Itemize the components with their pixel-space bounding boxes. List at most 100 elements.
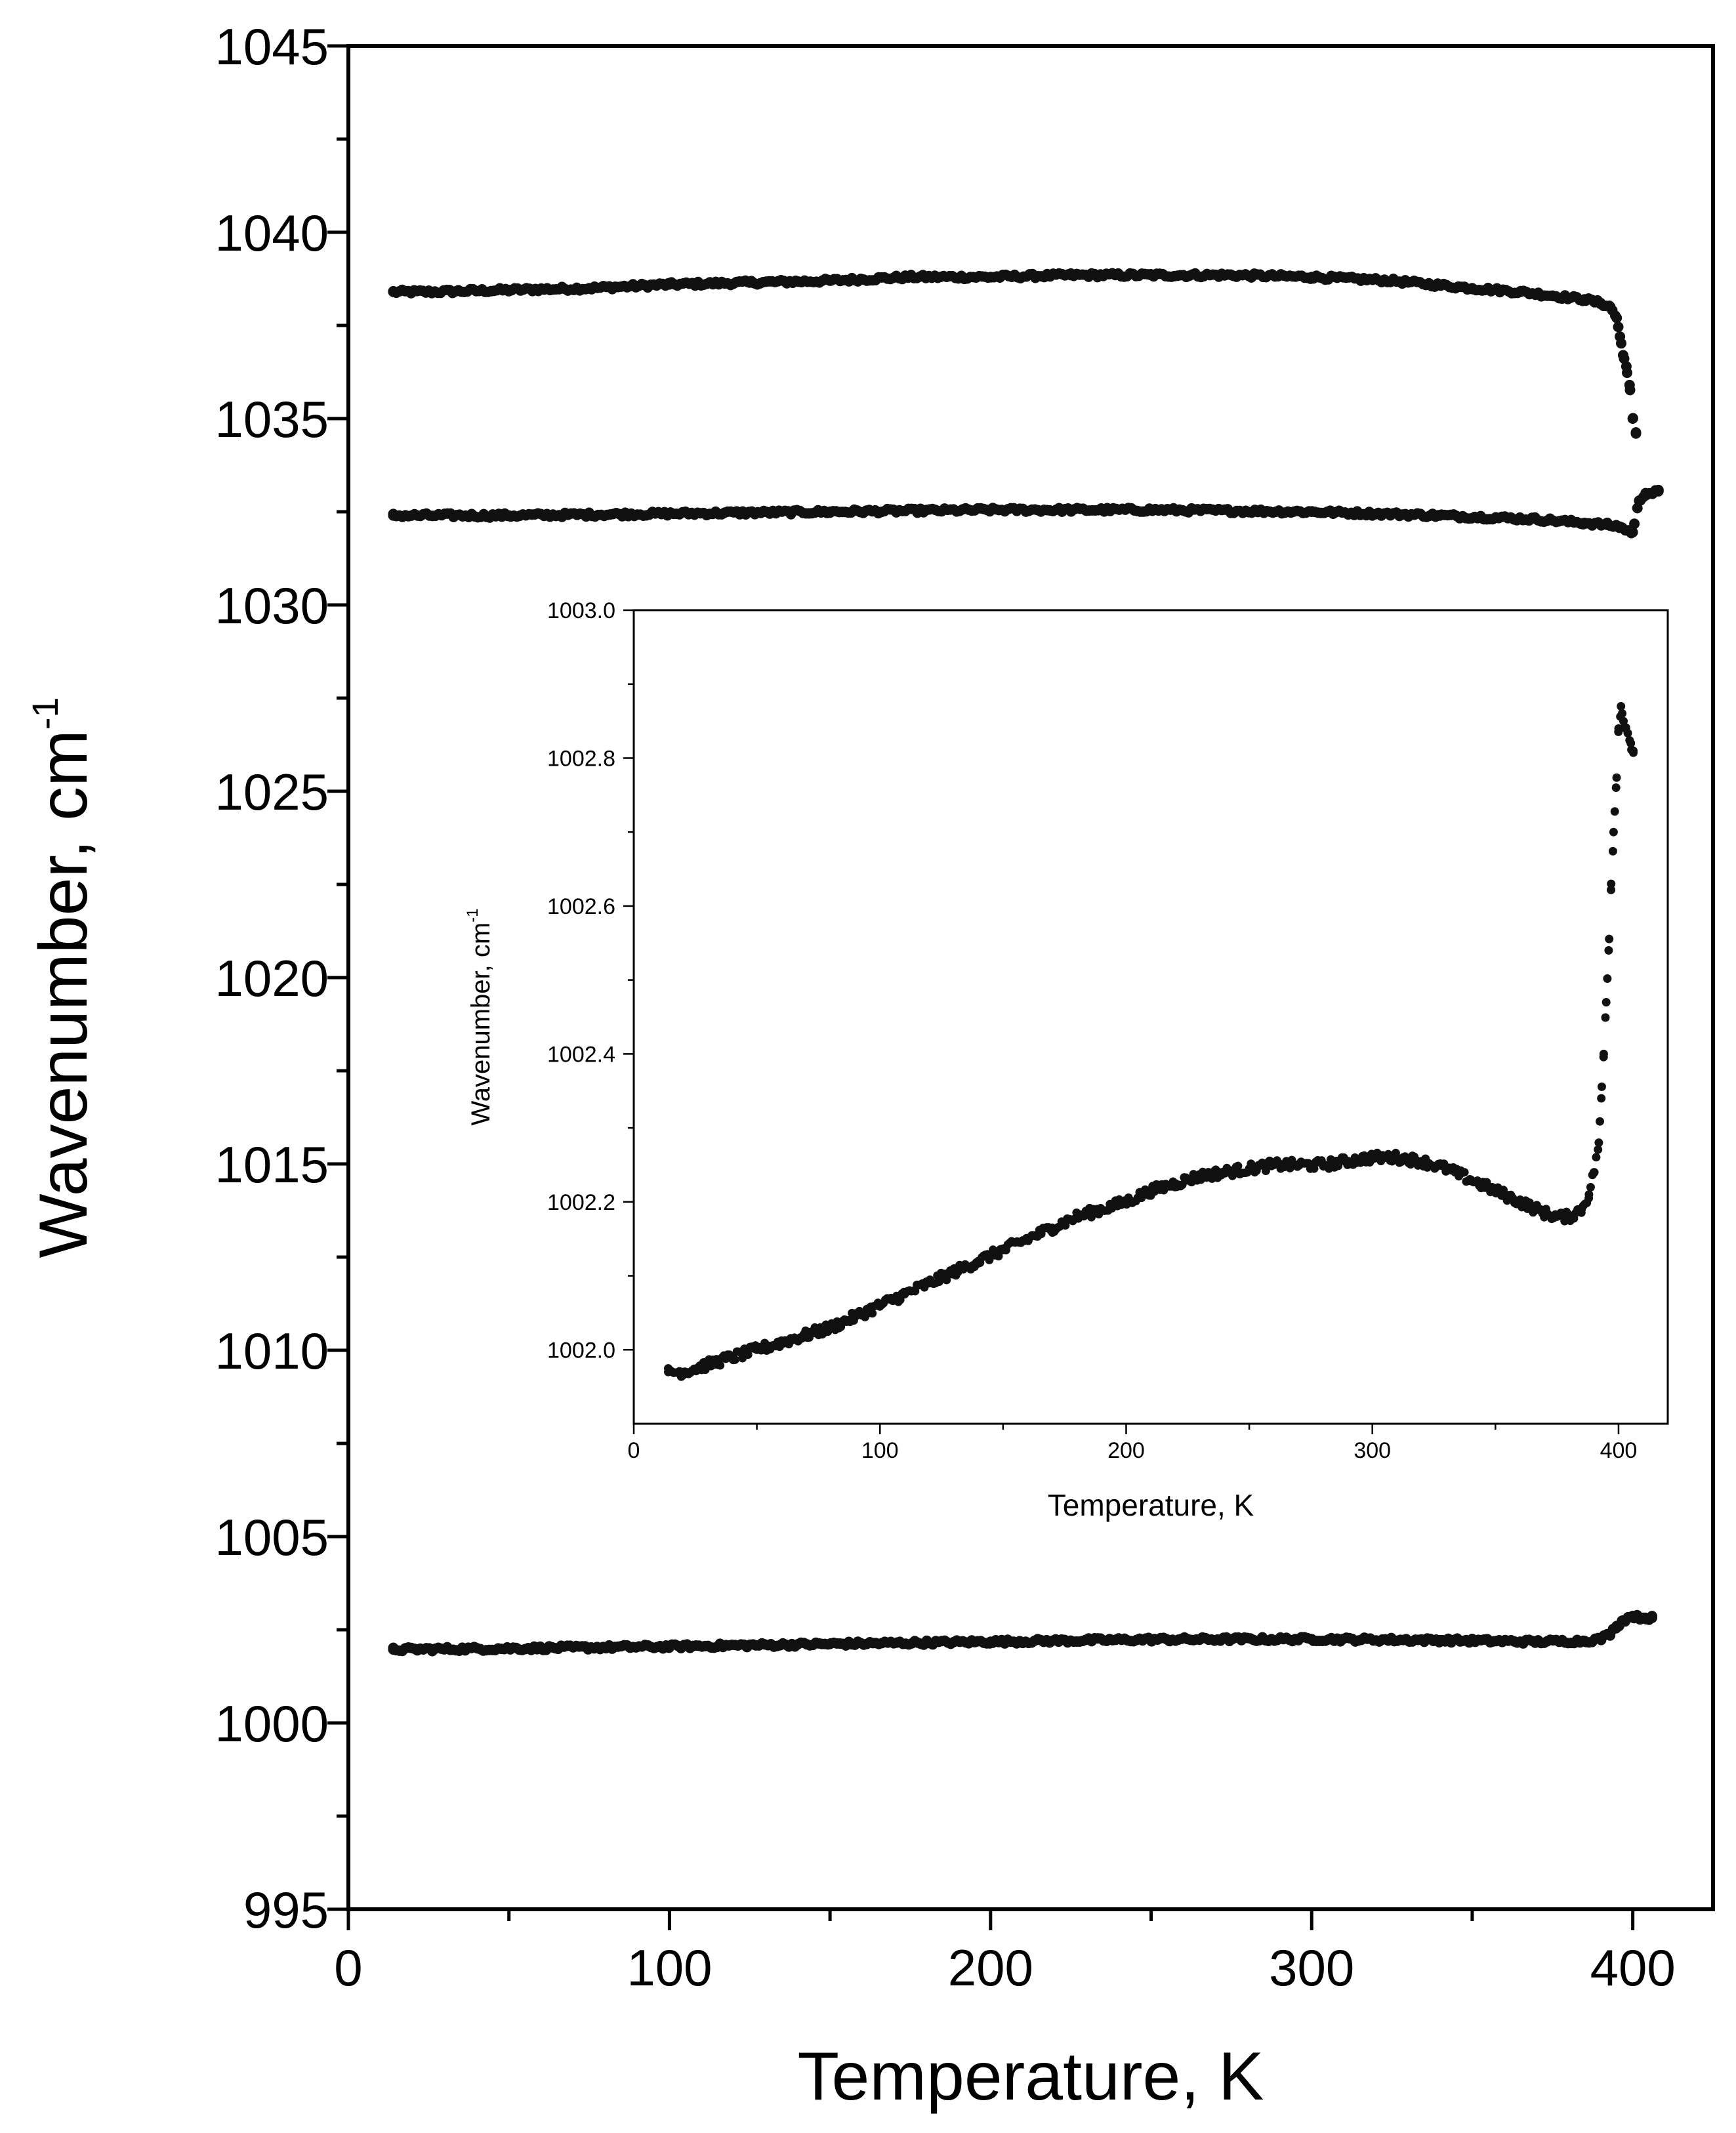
inset-plot: 0 100 200 300 400 1002.01002.21002.41002.610…: [464, 598, 1669, 1522]
data-point: [900, 1290, 909, 1299]
data-point: [1627, 527, 1638, 538]
data-point: [1466, 1175, 1476, 1184]
data-point: [1629, 746, 1638, 755]
data-point: [503, 1643, 514, 1654]
data-point: [1023, 1234, 1032, 1243]
data-point: [1294, 1161, 1303, 1169]
data-point: [743, 1350, 753, 1359]
inset-data-points: [664, 702, 1638, 1381]
data-point: [777, 1338, 786, 1347]
data-point: [1552, 1212, 1561, 1221]
data-point: [802, 1331, 811, 1340]
data-point: [1605, 301, 1616, 312]
y-tick-label: 1002.4: [547, 1043, 615, 1067]
main-y-axis-ticks: 995 1000 1005 1010 1015 1020 1025 1030 1035 1040 1…: [215, 18, 348, 1939]
data-point: [1615, 331, 1626, 342]
y-tick-label: 1005: [215, 1508, 329, 1566]
inset-y-axis-title: Wavenumber, cm-1: [464, 908, 495, 1125]
data-point: [1627, 413, 1638, 424]
data-point: [664, 1641, 675, 1652]
y-tick-label: 1002.6: [547, 894, 615, 919]
y-tick-label: 1002.2: [547, 1190, 615, 1215]
data-point: [905, 272, 916, 283]
data-point: [1634, 495, 1645, 506]
data-point: [1220, 1168, 1230, 1177]
x-tick-label: 200: [1107, 1438, 1145, 1463]
data-point: [423, 286, 434, 297]
data-point: [388, 510, 399, 521]
data-point: [942, 1275, 951, 1285]
data-point: [825, 1638, 836, 1649]
data-point: [1614, 724, 1623, 733]
inset-x-axis-ticks: 0 100 200 300 400: [628, 1424, 1637, 1463]
inset-y-axis-title-text: Wavenumber, cm: [466, 922, 495, 1126]
data-point: [1417, 1157, 1426, 1166]
data-point: [1605, 934, 1614, 943]
inset-plot-background: [634, 610, 1668, 1424]
main-y-axis-title: Wavenumber, cm-1: [24, 697, 102, 1258]
data-point: [1146, 1634, 1157, 1645]
data-point: [1595, 1634, 1606, 1645]
x-tick-label: 400: [1590, 1939, 1676, 1997]
y-tick-label: 1045: [215, 18, 329, 75]
data-point: [1618, 350, 1628, 361]
data-point: [1540, 1209, 1549, 1218]
inset-y-axis-title-superscript: -1: [464, 908, 482, 922]
data-point: [1306, 272, 1317, 283]
data-point: [868, 1309, 877, 1318]
x-tick-label: 100: [861, 1438, 899, 1463]
data-point: [1368, 1153, 1377, 1162]
data-point: [1594, 1138, 1603, 1148]
y-tick-label: 1003.0: [547, 598, 615, 623]
data-point: [1608, 846, 1617, 856]
data-point: [1270, 1161, 1279, 1169]
y-tick-label: 1002.0: [547, 1338, 615, 1363]
y-tick-label: 1025: [215, 763, 329, 821]
data-point: [1647, 1612, 1657, 1623]
data-point: [1584, 1190, 1594, 1199]
y-tick-label: 1000: [215, 1695, 329, 1752]
data-point: [1499, 1186, 1508, 1195]
x-tick-label: 0: [334, 1939, 362, 1997]
data-point: [1604, 946, 1613, 955]
data-point: [1607, 879, 1616, 888]
data-point: [664, 508, 675, 519]
data-point: [1261, 1167, 1270, 1175]
data-point: [994, 1252, 1003, 1261]
data-point: [1171, 1179, 1180, 1188]
data-point: [1609, 827, 1618, 837]
inset-y-axis-ticks: 1002.0 1002.2 1002.4 1002.6 1002.8 1003.0: [547, 598, 634, 1363]
data-point: [1233, 1161, 1243, 1170]
main-x-axis-title: Temperature, K: [798, 2039, 1264, 2115]
data-point: [503, 285, 514, 295]
x-tick-label: 300: [1354, 1438, 1391, 1463]
data-point: [1460, 1168, 1469, 1177]
y-tick-label: 1020: [215, 949, 329, 1007]
data-point: [851, 1312, 860, 1321]
y-tick-label: 995: [243, 1881, 329, 1939]
data-point: [744, 277, 755, 288]
data-point: [1579, 1636, 1590, 1646]
data-point: [1146, 505, 1157, 516]
data-point: [1547, 290, 1558, 301]
data-point: [1386, 275, 1397, 286]
y-tick-label: 1030: [215, 577, 329, 634]
data-point: [1617, 702, 1626, 711]
data-point: [1531, 1636, 1542, 1647]
data-point: [1466, 283, 1478, 294]
data-point: [1531, 514, 1542, 525]
main-y-axis-title-superscript: -1: [24, 697, 66, 730]
data-point: [1610, 807, 1619, 816]
data-point: [1579, 518, 1590, 528]
data-point: [1435, 510, 1445, 521]
data-point: [1122, 1197, 1130, 1207]
y-tick-label: 1002.8: [547, 747, 615, 772]
data-point: [1626, 739, 1636, 748]
data-point: [1597, 1082, 1606, 1091]
data-point: [924, 1279, 934, 1288]
data-point: [1565, 1212, 1574, 1221]
data-point: [1595, 297, 1606, 308]
y-tick-label: 1035: [215, 390, 329, 448]
data-point: [1343, 1157, 1352, 1166]
